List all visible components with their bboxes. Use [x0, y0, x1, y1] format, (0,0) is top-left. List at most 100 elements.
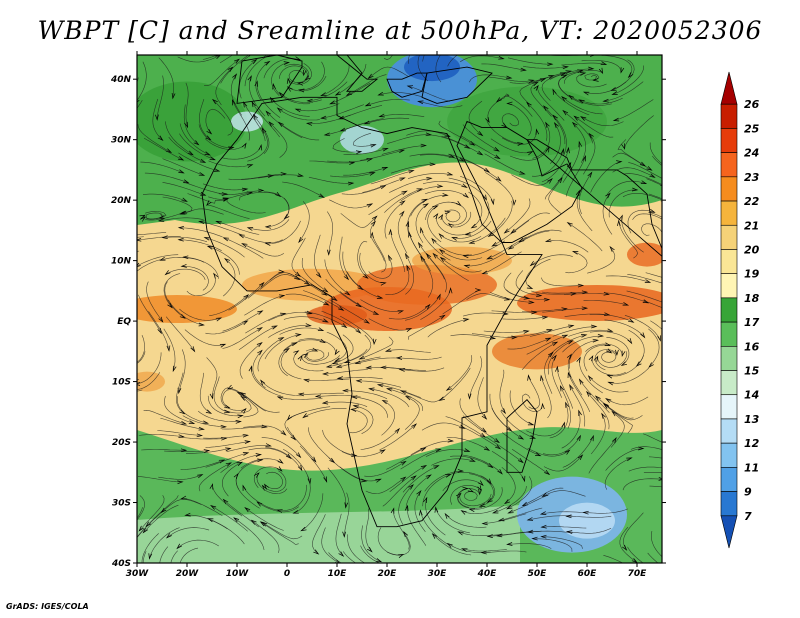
streamline-arrow	[685, 276, 690, 281]
streamline-arrow	[620, 67, 625, 74]
streamline-arrow	[375, 478, 382, 483]
streamline	[444, 209, 461, 223]
streamline	[549, 68, 594, 80]
streamline	[238, 59, 257, 99]
streamline-arrow	[582, 91, 590, 96]
streamline	[541, 72, 566, 101]
streamline-arrow	[447, 438, 455, 443]
streamline-arrow	[302, 353, 309, 358]
streamline	[356, 380, 402, 388]
streamline-arrow	[226, 384, 234, 390]
streamline	[581, 60, 622, 73]
streamline	[486, 120, 523, 144]
streamline	[282, 181, 324, 198]
colorbar-segment	[720, 418, 738, 444]
streamline	[406, 130, 450, 137]
streamline	[207, 395, 243, 417]
streamline	[268, 312, 312, 322]
colorbar-segment	[720, 321, 738, 347]
streamline-arrow	[517, 457, 524, 464]
streamline	[621, 215, 644, 253]
streamline-arrow	[587, 171, 593, 178]
streamline-arrow	[433, 465, 440, 470]
streamline-arrow	[408, 169, 415, 174]
streamline-arrow	[568, 94, 575, 100]
streamline-arrow	[529, 435, 537, 439]
streamline	[216, 221, 260, 235]
streamline	[258, 174, 303, 179]
streamline	[332, 138, 362, 153]
streamline	[507, 57, 553, 65]
streamline	[221, 145, 262, 160]
streamline-arrow	[258, 143, 263, 151]
streamline	[583, 300, 628, 306]
streamline-arrow	[578, 99, 585, 104]
streamline-arrow	[615, 349, 619, 357]
streamline-arrow	[338, 551, 345, 557]
streamline-arrow	[587, 375, 594, 382]
streamline-arrow	[311, 456, 317, 463]
streamline-arrow	[689, 486, 694, 489]
streamline-arrow	[247, 75, 252, 82]
streamline	[426, 253, 447, 293]
streamline	[543, 435, 581, 456]
streamline	[407, 173, 453, 179]
streamline-arrow	[446, 171, 454, 176]
streamline-arrow	[242, 484, 247, 491]
streamline	[624, 315, 661, 341]
streamline	[365, 476, 406, 495]
streamline-arrow	[579, 72, 587, 76]
streamline-arrow	[497, 517, 505, 522]
streamline	[463, 312, 508, 317]
streamline	[565, 251, 588, 274]
streamline-arrow	[334, 91, 341, 96]
streamline	[626, 290, 662, 303]
streamline-arrow	[605, 398, 612, 403]
streamline-arrow	[420, 255, 426, 262]
streamline-arrow	[224, 257, 231, 264]
streamline-arrow	[233, 472, 239, 479]
streamline-arrow	[580, 334, 588, 338]
streamline	[326, 331, 347, 362]
credit-label: GrADS: IGES/COLA	[6, 602, 89, 611]
streamline	[368, 255, 393, 279]
streamline	[244, 295, 285, 316]
streamline	[427, 205, 442, 243]
streamline-arrow	[209, 156, 216, 161]
streamline-arrow	[305, 122, 313, 126]
streamline-arrow	[339, 127, 346, 132]
streamline-arrow	[297, 354, 303, 361]
streamline	[576, 72, 607, 88]
streamline-arrow	[264, 60, 271, 66]
streamline	[491, 407, 524, 440]
streamline-arrow	[251, 58, 258, 65]
streamline	[504, 198, 531, 234]
streamline-arrow	[493, 438, 500, 444]
colorbar-segment	[720, 370, 738, 396]
streamline-arrow	[535, 452, 542, 457]
streamline	[612, 167, 655, 178]
streamline	[546, 240, 589, 253]
streamline	[315, 395, 361, 398]
streamline-arrow	[492, 509, 499, 514]
streamline-arrow	[244, 440, 252, 444]
streamline-arrow	[500, 408, 507, 415]
colorbar-segment	[720, 224, 738, 250]
streamline	[405, 253, 415, 295]
streamline	[247, 271, 284, 299]
streamline-arrow	[649, 173, 656, 178]
streamline	[568, 339, 598, 369]
streamline	[343, 148, 388, 156]
streamline-arrow	[460, 548, 468, 552]
streamline-arrow	[302, 413, 309, 419]
streamline-arrow	[157, 135, 164, 142]
streamline	[309, 160, 355, 164]
streamline	[418, 242, 445, 280]
streamline	[553, 115, 567, 157]
streamline	[604, 292, 649, 304]
streamline	[458, 531, 503, 536]
streamline	[450, 334, 495, 339]
streamline	[365, 99, 410, 107]
streamline-arrow	[626, 457, 633, 462]
streamline-arrow	[400, 460, 407, 466]
